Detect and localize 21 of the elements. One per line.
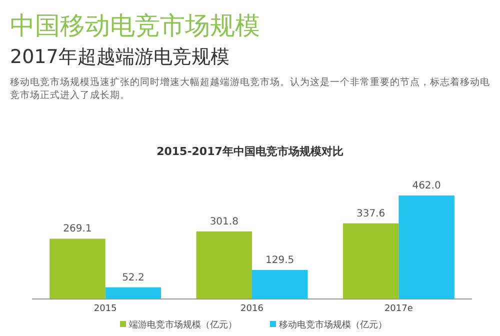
data-label: 301.8 — [210, 216, 238, 228]
legend-label: 端游电竞市场规模（亿元） — [129, 320, 237, 330]
legend-label: 移动电竞市场规模（亿元） — [279, 320, 387, 330]
x-tick-label: 2015 — [94, 304, 117, 314]
bar — [105, 287, 162, 299]
chart-subtitle: 中国移动电竞市场规模 — [10, 11, 260, 40]
data-label: 129.5 — [266, 254, 294, 266]
text: 2017年超越端游电竞规模 — [10, 46, 230, 68]
chart-title: 2015-2017年中国电竞市场规模对比 — [156, 145, 344, 158]
data-label: 52.2 — [122, 272, 144, 284]
bar — [196, 231, 252, 299]
bar — [252, 270, 308, 299]
data-label: 462.0 — [412, 180, 441, 192]
data-label: 269.1 — [63, 224, 92, 235]
x-tick-label: 2016 — [240, 304, 264, 314]
bar — [398, 195, 454, 299]
bar — [50, 238, 106, 299]
text: 移动电竞市场规模迅速扩张的同时增速大幅超越端游电竞市场。认为这是一个非常重要的节点，标志着移动电竞市场正式进入了成长期。 — [10, 76, 490, 101]
x-tick-label: 2017e — [384, 304, 414, 314]
data-label: 337.6 — [356, 208, 386, 220]
bar — [342, 223, 399, 299]
